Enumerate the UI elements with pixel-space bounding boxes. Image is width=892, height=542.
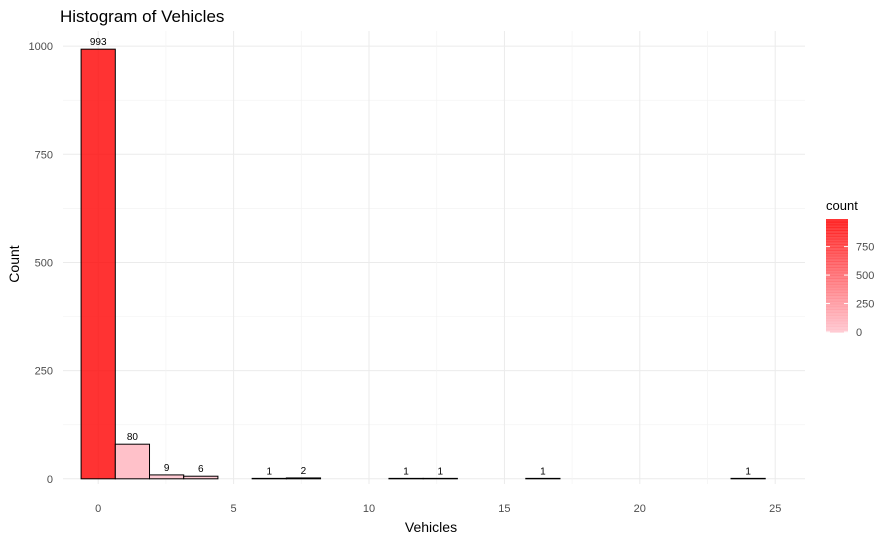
legend-color-step	[826, 281, 848, 285]
legend-color-step	[826, 261, 848, 265]
legend-color-step	[826, 317, 848, 322]
legend-color-step	[826, 315, 848, 319]
legend-color-step	[826, 258, 848, 262]
legend-color-step	[826, 250, 848, 254]
y-tick-label: 500	[35, 257, 53, 269]
legend-tick-label: 250	[856, 299, 874, 311]
legend-color-step	[826, 264, 848, 268]
bar-count-label: 1	[438, 466, 444, 477]
legend-color-step	[826, 244, 848, 248]
legend-color-step	[826, 275, 848, 279]
histogram-bar	[183, 475, 219, 480]
legend-color-step	[826, 312, 848, 316]
legend: count 0 250 500 750	[826, 198, 874, 339]
bars	[80, 48, 766, 480]
legend-color-step	[826, 329, 848, 333]
histogram-bar	[285, 477, 322, 480]
legend-color-step	[826, 292, 848, 296]
x-tick-label: 20	[634, 503, 646, 515]
legend-color-step	[826, 278, 848, 282]
legend-color-step	[826, 272, 848, 277]
x-tick-label: 0	[95, 503, 101, 515]
legend-title: count	[826, 198, 858, 213]
legend-color-step	[826, 320, 848, 325]
x-tick-label: 15	[498, 503, 510, 515]
x-tick-label: 10	[363, 503, 375, 515]
legend-tick-label: 0	[856, 327, 862, 339]
legend-color-step	[826, 306, 848, 310]
legend-color-step	[826, 224, 848, 229]
legend-color-step	[826, 323, 848, 327]
bar-count-label: 1	[540, 466, 546, 477]
legend-color-step	[826, 247, 848, 251]
histogram-bar	[80, 48, 116, 480]
legend-color-step	[826, 300, 848, 305]
legend-color-step	[826, 286, 848, 291]
x-axis-ticks: 0 5 10 15 20 25	[95, 503, 781, 515]
y-tick-label: 0	[47, 474, 53, 486]
legend-color-step	[826, 233, 848, 237]
legend-color-step	[826, 326, 848, 330]
legend-color-step	[826, 283, 848, 288]
bar-count-label: 1	[745, 466, 751, 477]
x-tick-label: 5	[231, 503, 237, 515]
legend-color-step	[826, 309, 848, 313]
legend-color-step	[826, 267, 848, 271]
legend-color-step	[826, 295, 848, 299]
x-tick-label: 25	[769, 503, 781, 515]
bar-labels: 993 80 9 6 1 2 1 1 1 1	[90, 37, 751, 477]
legend-color-step	[826, 252, 848, 257]
legend-ticks: 0 250 500 750	[826, 242, 874, 339]
legend-color-step	[826, 255, 848, 260]
bar-count-label: 6	[198, 464, 204, 475]
bar-count-label: 993	[90, 37, 107, 48]
legend-color-step	[826, 238, 848, 243]
legend-tick-label: 500	[856, 270, 874, 282]
legend-color-step	[826, 269, 848, 274]
legend-color-step	[826, 235, 848, 240]
y-axis-title: Count	[6, 245, 22, 282]
y-tick-label: 250	[35, 366, 53, 378]
legend-color-step	[826, 241, 848, 246]
bar-count-label: 9	[164, 463, 170, 474]
legend-color-step	[826, 289, 848, 294]
bar-count-label: 2	[301, 466, 307, 477]
legend-color-step	[826, 298, 848, 302]
histogram-bar	[114, 443, 151, 480]
bar-count-label: 1	[266, 466, 272, 477]
histogram-bar	[149, 474, 185, 480]
grid-lines	[63, 31, 805, 484]
legend-color-step	[826, 227, 848, 231]
y-tick-label: 1000	[29, 41, 53, 53]
legend-color-step	[826, 221, 848, 226]
bar-count-label: 1	[403, 466, 409, 477]
chart-title: Histogram of Vehicles	[60, 7, 224, 26]
legend-colorbar	[826, 219, 848, 333]
x-axis-title: Vehicles	[405, 519, 457, 535]
bar-count-label: 80	[127, 432, 139, 443]
legend-color-step	[826, 303, 848, 308]
legend-color-step	[826, 219, 848, 223]
legend-tick-label: 750	[856, 242, 874, 254]
y-axis-ticks: 0 250 500 750 1000	[29, 41, 53, 486]
legend-color-step	[826, 230, 848, 234]
y-tick-label: 750	[35, 149, 53, 161]
